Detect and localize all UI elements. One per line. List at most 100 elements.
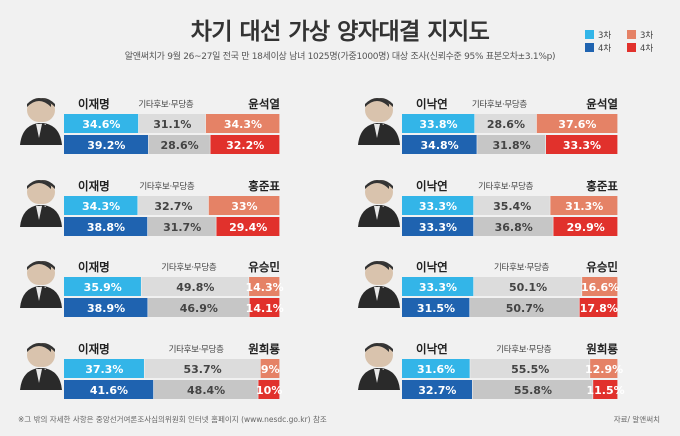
legend-label: 4차 [598, 43, 612, 54]
right-share-bar [205, 114, 280, 133]
legend-swatch-left3 [585, 30, 594, 39]
candidate-photo [358, 261, 396, 308]
matchup-bars: 33.8% 28.6% 37.6% 34.8% 31.8% 33.3% [402, 114, 618, 154]
value-label: 34.3% [224, 118, 262, 131]
value-label: 9% [261, 363, 280, 376]
value-label: 14.1% [246, 302, 284, 315]
value-label: 50.7% [506, 302, 544, 315]
value-label: 55.5% [511, 363, 549, 376]
other-share-bar [477, 135, 546, 154]
legend-label: 3차 [640, 30, 654, 41]
value-label: 32.2% [226, 139, 264, 152]
left-candidate-name: 이낙연 [416, 342, 448, 356]
left-share-bar [402, 135, 477, 154]
value-label: 34.3% [82, 200, 120, 213]
other-share-bar [138, 196, 209, 215]
other-category-label: 기타후보·무당층 [138, 100, 194, 110]
right-share-bar [553, 217, 618, 236]
value-label: 37.6% [558, 118, 596, 131]
source-credit: 자료/ 알앤써치 [613, 415, 660, 424]
candidate-photo [20, 98, 58, 145]
left-share-bar [64, 135, 149, 154]
left-share-bar [402, 380, 473, 399]
left-candidate-name: 이낙연 [416, 97, 448, 111]
matchup-bars: 37.3% 53.7% 9% 41.6% 48.4% 10% [64, 359, 282, 399]
value-label: 31.7% [163, 221, 201, 234]
other-category-label: 기타후보·무당층 [139, 182, 195, 192]
other-share-bar [148, 298, 249, 317]
right-share-bar [582, 277, 618, 296]
left-share-bar [64, 277, 141, 296]
other-share-bar [144, 359, 260, 378]
matchup-bars: 33.3% 35.4% 31.3% 33.3% 36.8% 29.9% [402, 196, 618, 236]
matchup-panel: 이낙연 원희룡 31.6% 55.5% 12.9% 32.7% 55.8% 11.5% 기타후보… [356, 338, 662, 408]
right-candidate-name: 홍준표 [248, 179, 280, 193]
other-category-label: 기타후보·무당층 [496, 345, 552, 355]
value-label: 33.3% [419, 200, 457, 213]
value-label: 50.1% [509, 281, 547, 294]
value-label: 11.5% [586, 384, 624, 397]
value-label: 10% [256, 384, 282, 397]
matchup-panel: 이재명 원희룡 37.3% 53.7% 9% 41.6% 48.4% 10% 기타후보·무당층 [18, 338, 324, 408]
left-share-bar [402, 114, 475, 133]
candidate-photo [358, 343, 396, 390]
other-share-bar [147, 217, 216, 236]
other-share-bar [473, 277, 582, 296]
chart-subtitle: 알앤써치가 9월 26~27일 전국 만 18세이상 남녀 1025명(가중10… [124, 52, 556, 62]
value-label: 37.3% [85, 363, 123, 376]
legend-right: 3차 4차 [627, 29, 653, 55]
value-label: 33.3% [419, 221, 457, 234]
left-share-bar [402, 196, 474, 215]
value-label: 34.6% [82, 118, 120, 131]
value-label: 55.8% [514, 384, 552, 397]
other-category-label: 기타후보·무당층 [161, 263, 217, 273]
legend-left: 3차 4차 [585, 29, 611, 55]
right-candidate-name: 홍준표 [586, 179, 618, 193]
value-label: 49.8% [176, 281, 214, 294]
value-label: 28.6% [487, 118, 525, 131]
other-share-bar [470, 359, 590, 378]
matchup-bars: 35.9% 49.8% 14.3% 38.9% 46.9% 14.1% [64, 277, 284, 317]
right-candidate-name: 유승민 [248, 260, 280, 274]
matchup-bars: 34.6% 31.1% 34.3% 39.2% 28.6% 32.2% [64, 114, 280, 154]
other-category-label: 기타후보·무당층 [494, 263, 550, 273]
right-share-bar [546, 135, 618, 154]
other-share-bar [473, 217, 553, 236]
left-candidate-name: 이재명 [78, 97, 110, 111]
value-label: 38.8% [87, 221, 125, 234]
right-share-bar [590, 359, 618, 378]
other-share-bar [472, 380, 593, 399]
value-label: 33.3% [419, 281, 457, 294]
right-candidate-name: 원희룡 [586, 342, 618, 356]
right-share-bar [216, 217, 280, 236]
left-share-bar [402, 359, 470, 378]
right-candidate-name: 윤석열 [586, 97, 618, 111]
legend-label: 3차 [598, 30, 612, 41]
value-label: 28.6% [160, 139, 198, 152]
other-share-bar [473, 196, 550, 215]
other-share-bar [141, 277, 249, 296]
value-label: 53.7% [183, 363, 221, 376]
left-candidate-name: 이재명 [78, 179, 110, 193]
right-share-bar [260, 359, 280, 378]
value-label: 31.1% [153, 118, 191, 131]
other-category-label: 기타후보·무당층 [168, 345, 224, 355]
left-share-bar [402, 298, 470, 317]
value-label: 16.6% [581, 281, 619, 294]
value-label: 14.3% [245, 281, 283, 294]
right-share-bar [249, 298, 280, 317]
chart-title: 차기 대선 가상 양자대결 지지도 [190, 19, 490, 45]
value-label: 46.9% [180, 302, 218, 315]
candidate-photo [358, 98, 396, 145]
value-label: 12.9% [585, 363, 623, 376]
other-category-label: 기타후보·무당층 [471, 100, 527, 110]
value-label: 29.4% [229, 221, 267, 234]
legend-swatch-left4 [585, 43, 594, 52]
right-share-bar [579, 298, 618, 317]
other-share-bar [148, 135, 210, 154]
candidate-photo [20, 180, 58, 227]
other-share-bar [475, 114, 537, 133]
value-label: 41.6% [90, 384, 128, 397]
value-label: 17.8% [580, 302, 618, 315]
value-label: 39.2% [87, 139, 125, 152]
